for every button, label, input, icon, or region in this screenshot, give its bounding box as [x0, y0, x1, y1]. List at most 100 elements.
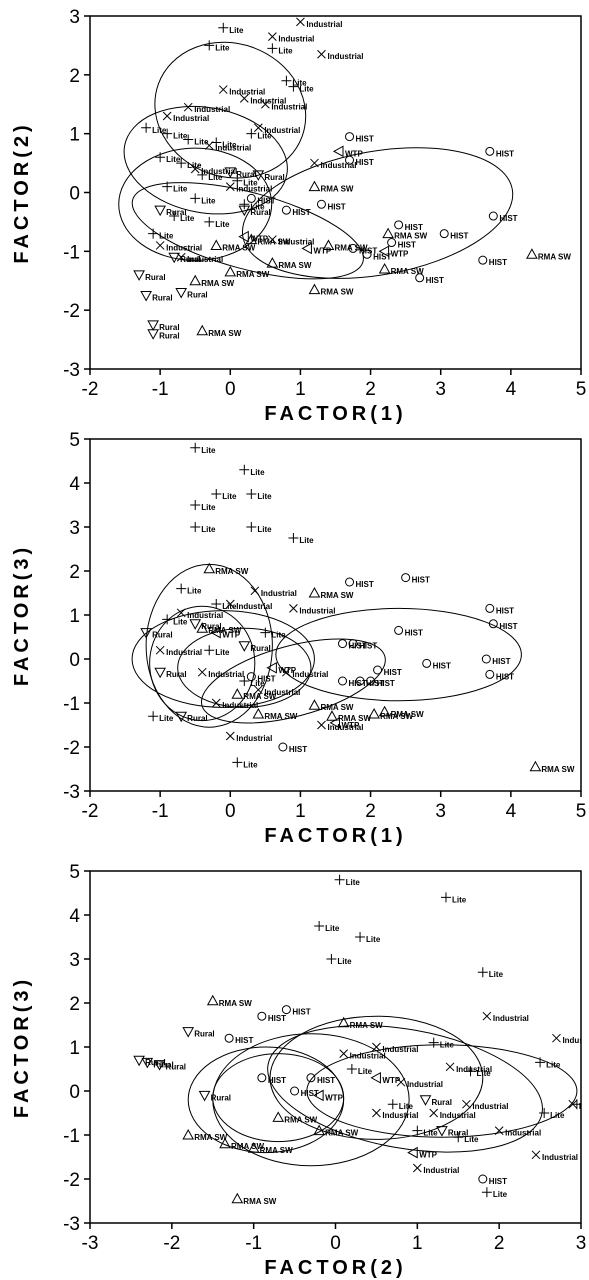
point-label-lite: Lite [250, 679, 265, 688]
point-label-rma-sw: RMA SW [243, 1197, 276, 1206]
point-lite [197, 169, 208, 180]
point-lite [141, 122, 152, 133]
x-axis-title: FACTOR(1) [264, 403, 406, 425]
point-label-rma-sw: RMA SW [284, 1115, 317, 1124]
point-label-lite: Lite [222, 140, 237, 149]
point-lite [267, 43, 278, 54]
point-hist [345, 155, 355, 165]
point-rma-sw [247, 1142, 260, 1153]
y-axis-title: FACTOR(3) [11, 544, 33, 686]
point-label-wtp: WTP [278, 666, 296, 675]
x-tick-label: 2 [365, 379, 376, 400]
point-label-industrial: Industrial [292, 670, 328, 679]
x-tick-label: 1 [412, 1233, 423, 1254]
point-label-lite: Lite [250, 468, 265, 477]
point-label-lite: Lite [423, 1129, 438, 1138]
point-rural [252, 170, 265, 181]
point-lite [211, 599, 222, 609]
point-label-wtp: WTP [313, 246, 331, 255]
point-lite [218, 22, 229, 33]
point-rural [154, 667, 166, 679]
point-rural [238, 205, 251, 217]
x-tick-label: 5 [576, 379, 587, 400]
point-wtp [378, 245, 390, 258]
ellipse-group [118, 41, 514, 280]
point-lite [281, 75, 292, 86]
confidence-ellipse [212, 1033, 410, 1167]
point-label-rural: Rural [180, 255, 200, 264]
point-wtp [313, 1089, 324, 1102]
confidence-ellipse [149, 605, 256, 722]
point-lite [314, 921, 325, 931]
point-label-lite: Lite [173, 132, 188, 141]
point-label-rural: Rural [194, 1030, 214, 1039]
point-rural [141, 1057, 154, 1069]
point-label-rma-sw: RMA SW [222, 243, 255, 252]
point-label-industrial: Industrial [187, 255, 223, 264]
point-label-hist: HIST [292, 1008, 310, 1017]
point-label-rma-sw: RMA SW [391, 267, 424, 276]
point-lite [465, 1066, 476, 1077]
point-wtp [266, 661, 277, 674]
point-label-rma-sw: RMA SW [334, 243, 367, 252]
point-label-hist: HIST [373, 252, 391, 261]
x-tick-label: 2 [494, 1233, 505, 1254]
point-industrial [176, 608, 186, 618]
point-label-hist: HIST [257, 196, 275, 205]
point-label-hist: HIST [268, 1014, 286, 1023]
point-hist [290, 1086, 300, 1096]
point-lite [232, 175, 243, 186]
point-rural [224, 167, 237, 178]
y-tick-label: 4 [69, 474, 80, 495]
confidence-ellipse [118, 147, 273, 261]
point-industrial [183, 102, 193, 112]
point-label-lite: Lite [229, 26, 244, 35]
point-label-lite: Lite [215, 648, 230, 657]
point-label-hist: HIST [377, 679, 395, 688]
point-label-industrial: Industrial [579, 1102, 589, 1111]
point-label-hist: HIST [356, 580, 374, 589]
point-lite [190, 500, 201, 510]
point-label-rma-sw: RMA SW [243, 692, 276, 701]
y-tick-label: -2 [63, 301, 80, 322]
point-industrial [396, 1077, 406, 1087]
point-label-hist: HIST [356, 135, 374, 144]
point-rural [436, 1126, 448, 1137]
point-lite [169, 211, 180, 222]
point-hist [488, 211, 498, 221]
point-label-lite: Lite [222, 602, 237, 611]
confidence-ellipse [200, 638, 386, 724]
x-tick-label: -2 [82, 801, 99, 822]
point-hist [281, 1005, 291, 1015]
point-hist [316, 199, 326, 209]
point-lite [204, 216, 215, 227]
confidence-ellipse [275, 607, 522, 702]
point-rma-sw [378, 262, 391, 274]
point-wtp [407, 1146, 418, 1159]
point-lite [453, 1132, 464, 1143]
point-industrial [155, 241, 165, 250]
point-label-industrial: Industrial [236, 185, 272, 194]
y-tick-label: -3 [63, 782, 80, 803]
y-tick-label: 0 [69, 184, 80, 205]
point-label-hist: HIST [349, 642, 367, 651]
point-industrial [310, 158, 319, 168]
point-rma-sw [308, 586, 321, 598]
point-rural [140, 290, 152, 302]
y-tick-label: -1 [63, 694, 80, 715]
point-label-lite: Lite [215, 43, 230, 52]
point-industrial [552, 1033, 561, 1043]
point-hist [439, 229, 449, 239]
x-tick-label: 2 [365, 801, 376, 822]
point-label-lite: Lite [250, 202, 265, 211]
confidence-ellipse [154, 41, 307, 179]
point-wtp [329, 716, 340, 729]
point-industrial [155, 645, 165, 655]
point-rma-sw [378, 705, 391, 717]
point-label-rma-sw: RMA SW [338, 714, 371, 723]
point-industrial [372, 1042, 381, 1052]
point-industrial [462, 1099, 471, 1109]
point-label-lite: Lite [159, 232, 174, 241]
point-hist [246, 672, 256, 682]
